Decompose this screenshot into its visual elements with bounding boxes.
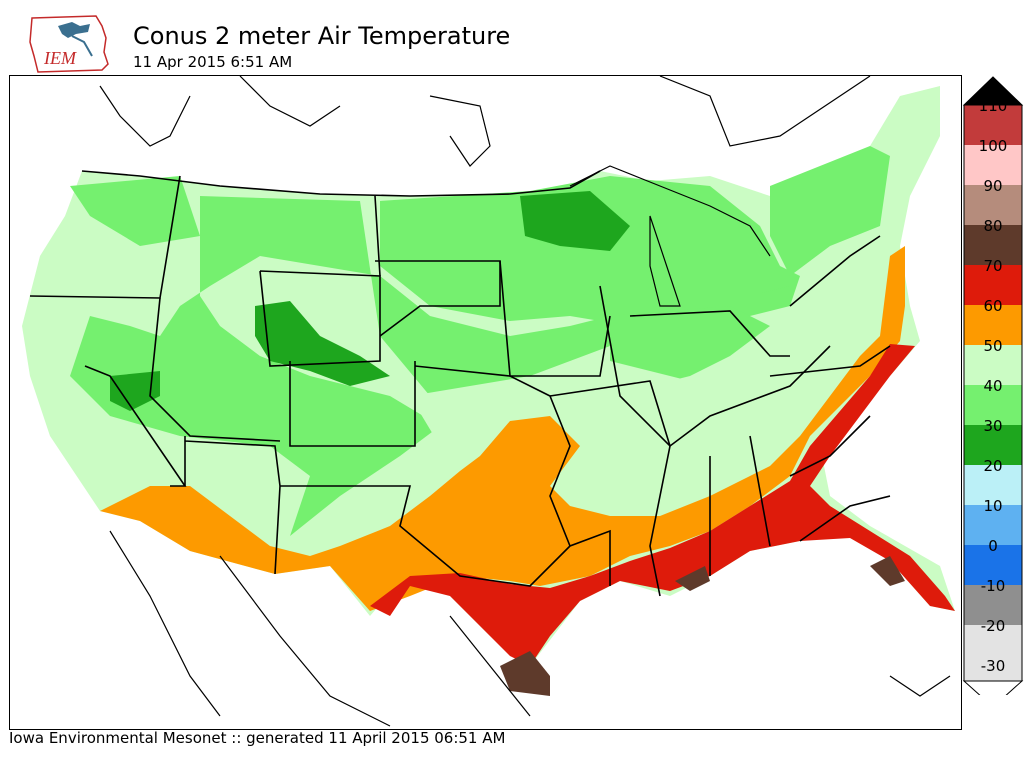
colorbar-tick-label: 60 [983, 297, 1002, 315]
colorbar-tick-label: -30 [981, 657, 1006, 675]
temp-zone-60s-south [100, 246, 905, 611]
temperature-colorbar: 110 100 90 80 70 60 50 40 30 20 10 0 -10 -20 -30 [960, 75, 1024, 708]
colorbar-tick-label: 50 [983, 337, 1002, 355]
logo-text: IEM [43, 48, 77, 68]
colorbar-tick-label: 80 [983, 217, 1002, 235]
iem-logo: IEM [28, 12, 118, 74]
colorbar-swatch [964, 625, 1022, 665]
temp-zone-40s-northeast [770, 146, 890, 276]
colorbar-swatch [964, 465, 1022, 505]
coastlines [99, 76, 951, 727]
colorbar-tick-label: 20 [983, 457, 1002, 475]
temp-zone-40s-midwest [610, 306, 770, 386]
colorbar-swatch [964, 105, 1022, 145]
map-title: Conus 2 meter Air Temperature [133, 22, 511, 50]
colorbar-tick-label: -10 [981, 577, 1006, 595]
colorbar-tick-label: 10 [983, 497, 1002, 515]
temp-zone-80s-florida [870, 556, 905, 586]
colorbar-swatch [964, 145, 1022, 185]
temp-zone-30s-nevada [110, 371, 160, 411]
temp-zone-30s-wisconsin [520, 191, 630, 251]
temp-zone-70s-southeast [370, 344, 955, 666]
colorbar-swatch [964, 425, 1022, 465]
colorbar-swatch [964, 265, 1022, 305]
colorbar-swatch [964, 585, 1022, 625]
state-boundaries [29, 170, 891, 597]
temperature-map [9, 75, 962, 730]
colorbar-tick-label: 100 [979, 137, 1008, 155]
colorbar-tick-label: -20 [981, 617, 1006, 635]
colorbar-swatch [964, 225, 1022, 265]
temp-zone-80s-south-texas [500, 651, 550, 696]
colorbar-tick-label: 30 [983, 417, 1002, 435]
colorbar-swatch [964, 345, 1022, 385]
colorbar-tick-label: 110 [979, 97, 1008, 115]
footer-credit: Iowa Environmental Mesonet :: generated … [9, 729, 506, 747]
colorbar-swatch [964, 545, 1022, 585]
temp-zone-80s-louisiana [675, 566, 710, 591]
colorbar-swatch [964, 185, 1022, 225]
colorbar-tick-label: 40 [983, 377, 1002, 395]
colorbar-tick-label: 90 [983, 177, 1002, 195]
colorbar-swatch [964, 505, 1022, 545]
colorbar-swatch [964, 385, 1022, 425]
map-timestamp: 11 Apr 2015 6:51 AM [133, 53, 293, 71]
colorbar-swatch [964, 305, 1022, 345]
colorbar-swatch [964, 665, 1022, 681]
colorbar-bottom-extend [962, 680, 1024, 708]
temp-zone-40s-northwest [70, 176, 200, 246]
temp-zone-40s-rockies [70, 196, 800, 536]
colorbar-tick-label: 0 [988, 537, 998, 555]
temp-zone-40s-upper-midwest [380, 176, 790, 326]
colorbar-outline [963, 104, 1023, 682]
colorbar-tick-label: 70 [983, 257, 1002, 275]
